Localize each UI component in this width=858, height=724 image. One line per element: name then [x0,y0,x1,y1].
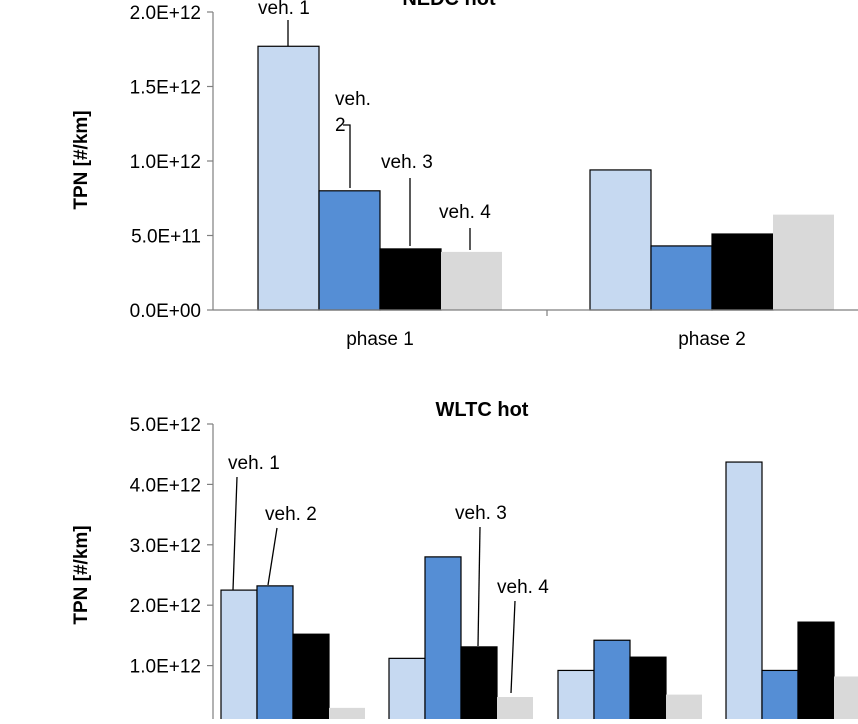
y-tick-label: 0.0E+00 [130,301,201,322]
y-axis-label: TPN [#/km] [71,110,92,209]
chart-title: WLTC hot [436,399,529,421]
bar-veh2-1 [256,585,294,724]
bar-veh4-4 [834,676,858,724]
annotation-veh3: veh. 3 [455,503,507,524]
annotations: veh. 1 veh. 2 veh. 3 veh. 4 [228,453,549,694]
bar-veh1-1 [220,589,258,724]
annotation-leader-veh2 [267,527,278,586]
bar-veh2-2 [424,556,462,724]
bar-veh3-1 [379,248,442,311]
bar-veh2-1 [318,190,381,311]
annotation-veh2-line1: veh. [335,89,371,110]
bar-veh1-4 [725,461,763,724]
y-tick-label: 4.0E+12 [130,475,201,496]
bar-veh1-2 [388,657,426,724]
annotation-veh1: veh. 1 [228,453,280,474]
annotation-veh4: veh. 4 [497,577,549,598]
bar-veh1-3 [557,669,595,724]
y-tick-label: 1.0E+12 [130,152,201,173]
annotation-veh2-line2: 2 [335,115,346,136]
y-tick-labels: 0.0E+001.0E+122.0E+123.0E+124.0E+125.0E+… [130,415,201,724]
y-tick-label: 1.5E+12 [130,78,201,99]
bar-veh4-1 [441,251,502,310]
bar-veh4-3 [666,694,702,724]
bar-veh1-2 [589,169,652,311]
wltc-chart: WLTC hot TPN [#/km] 0.0E+001.0E+122.0E+1… [71,399,858,724]
y-tick-label: 5.0E+11 [131,227,201,248]
bar-veh4-2 [773,214,834,310]
axes [207,423,214,724]
annotation-leader-veh2 [343,124,351,188]
bar-veh2-3 [593,639,631,724]
bar-veh3-2 [711,233,774,311]
nedc-chart: NEDC hot TPN [#/km] 0.0E+00 5.0E+11 1.0E+1… [71,0,858,350]
category-labels: phase 1 phase 2 [346,329,746,350]
y-tick-label: 3.0E+12 [130,536,201,557]
y-tick-label: 5.0E+12 [130,415,201,436]
bar-veh2-2 [650,245,713,311]
y-tick-labels: 0.0E+00 5.0E+11 1.0E+12 1.5E+12 2.0E+12 [130,3,201,322]
category-label: phase 1 [346,329,414,350]
bars [257,45,834,311]
axes [207,11,858,316]
annotation-veh3: veh. 3 [381,152,433,173]
y-tick-label: 2.0E+12 [130,596,201,617]
annotation-leader-veh1 [232,476,238,591]
annotation-leader-veh4 [510,600,516,694]
bars [220,461,858,724]
annotation-veh4: veh. 4 [439,202,491,223]
category-label: phase 2 [678,329,746,350]
bar-veh3-1 [292,633,330,724]
annotation-leader-veh3 [477,526,481,647]
bar-veh4-2 [497,697,533,724]
chart-title: NEDC hot [402,0,496,10]
y-tick-label: 1.0E+12 [130,657,201,678]
bar-veh3-2 [460,646,498,724]
annotation-veh1: veh. 1 [258,0,310,19]
annotation-veh2: veh. 2 [265,504,317,525]
y-tick-label: 2.0E+12 [130,3,201,24]
bar-veh1-1 [257,45,320,311]
bar-veh3-3 [629,656,667,724]
bar-veh3-4 [797,621,835,724]
bar-veh2-4 [761,669,799,724]
annotations: veh. 1 veh. 2 veh. 3 veh. 4 [258,0,491,250]
y-axis-label: TPN [#/km] [71,525,92,624]
bar-veh4-1 [329,707,365,724]
